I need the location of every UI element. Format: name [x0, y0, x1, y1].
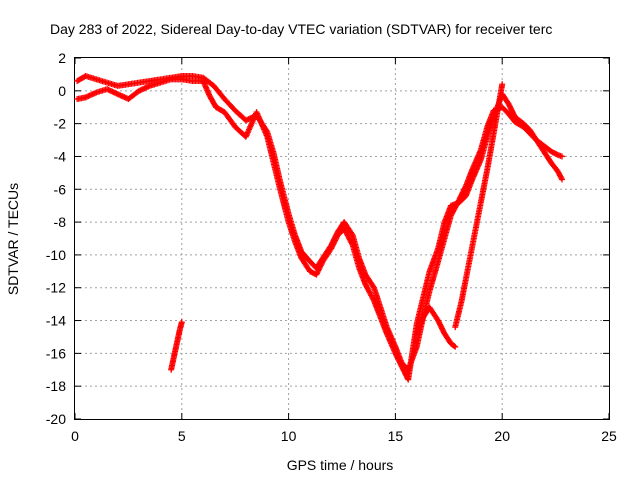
data-point-marker — [553, 151, 560, 158]
data-point-marker — [452, 343, 459, 350]
y-tick-label: -12 — [46, 280, 66, 296]
data-point-marker — [451, 342, 458, 349]
grid-lines — [75, 58, 609, 419]
chart-title: Day 283 of 2022, Sidereal Day-to-day VTE… — [50, 21, 552, 37]
x-tick-label: 25 — [601, 428, 617, 444]
y-tick-label: -18 — [46, 378, 66, 394]
y-tick-label: -2 — [54, 116, 67, 132]
data-point-marker — [178, 319, 185, 326]
data-point-marker — [559, 153, 566, 160]
y-tick-label: -4 — [54, 148, 67, 164]
y-tick-label: -20 — [46, 411, 66, 427]
x-axis-ticks: 0 5 10 15 20 25 — [71, 58, 617, 444]
y-axis-title: SDTVAR / TECUs — [5, 183, 21, 295]
x-tick-label: 20 — [494, 428, 510, 444]
data-series-layer — [74, 73, 566, 383]
y-tick-label: -10 — [46, 247, 66, 263]
data-point-marker — [370, 283, 377, 290]
x-tick-label: 10 — [281, 428, 297, 444]
y-tick-label: -6 — [54, 181, 67, 197]
x-tick-label: 0 — [71, 428, 79, 444]
x-axis-title: GPS time / hours — [287, 457, 394, 473]
y-tick-label: 0 — [58, 83, 66, 99]
y-tick-label: -8 — [54, 214, 67, 230]
y-tick-label: -14 — [46, 313, 66, 329]
y-tick-label: 2 — [58, 50, 66, 66]
plot-area-frame — [74, 57, 610, 420]
y-tick-label: -16 — [46, 345, 66, 361]
series-segment-early — [168, 319, 185, 373]
x-tick-label: 5 — [178, 428, 186, 444]
series-segment-late-a — [413, 304, 459, 350]
data-point-marker — [499, 81, 506, 88]
y-axis-ticks: 2 0 -2 -4 -6 -8 -10 -12 -14 -16 -18 -20 — [46, 50, 609, 427]
series-segment-late-b — [452, 81, 506, 331]
x-tick-label: 15 — [388, 428, 404, 444]
data-point-marker — [559, 176, 566, 183]
series-main-track-b — [74, 76, 566, 383]
